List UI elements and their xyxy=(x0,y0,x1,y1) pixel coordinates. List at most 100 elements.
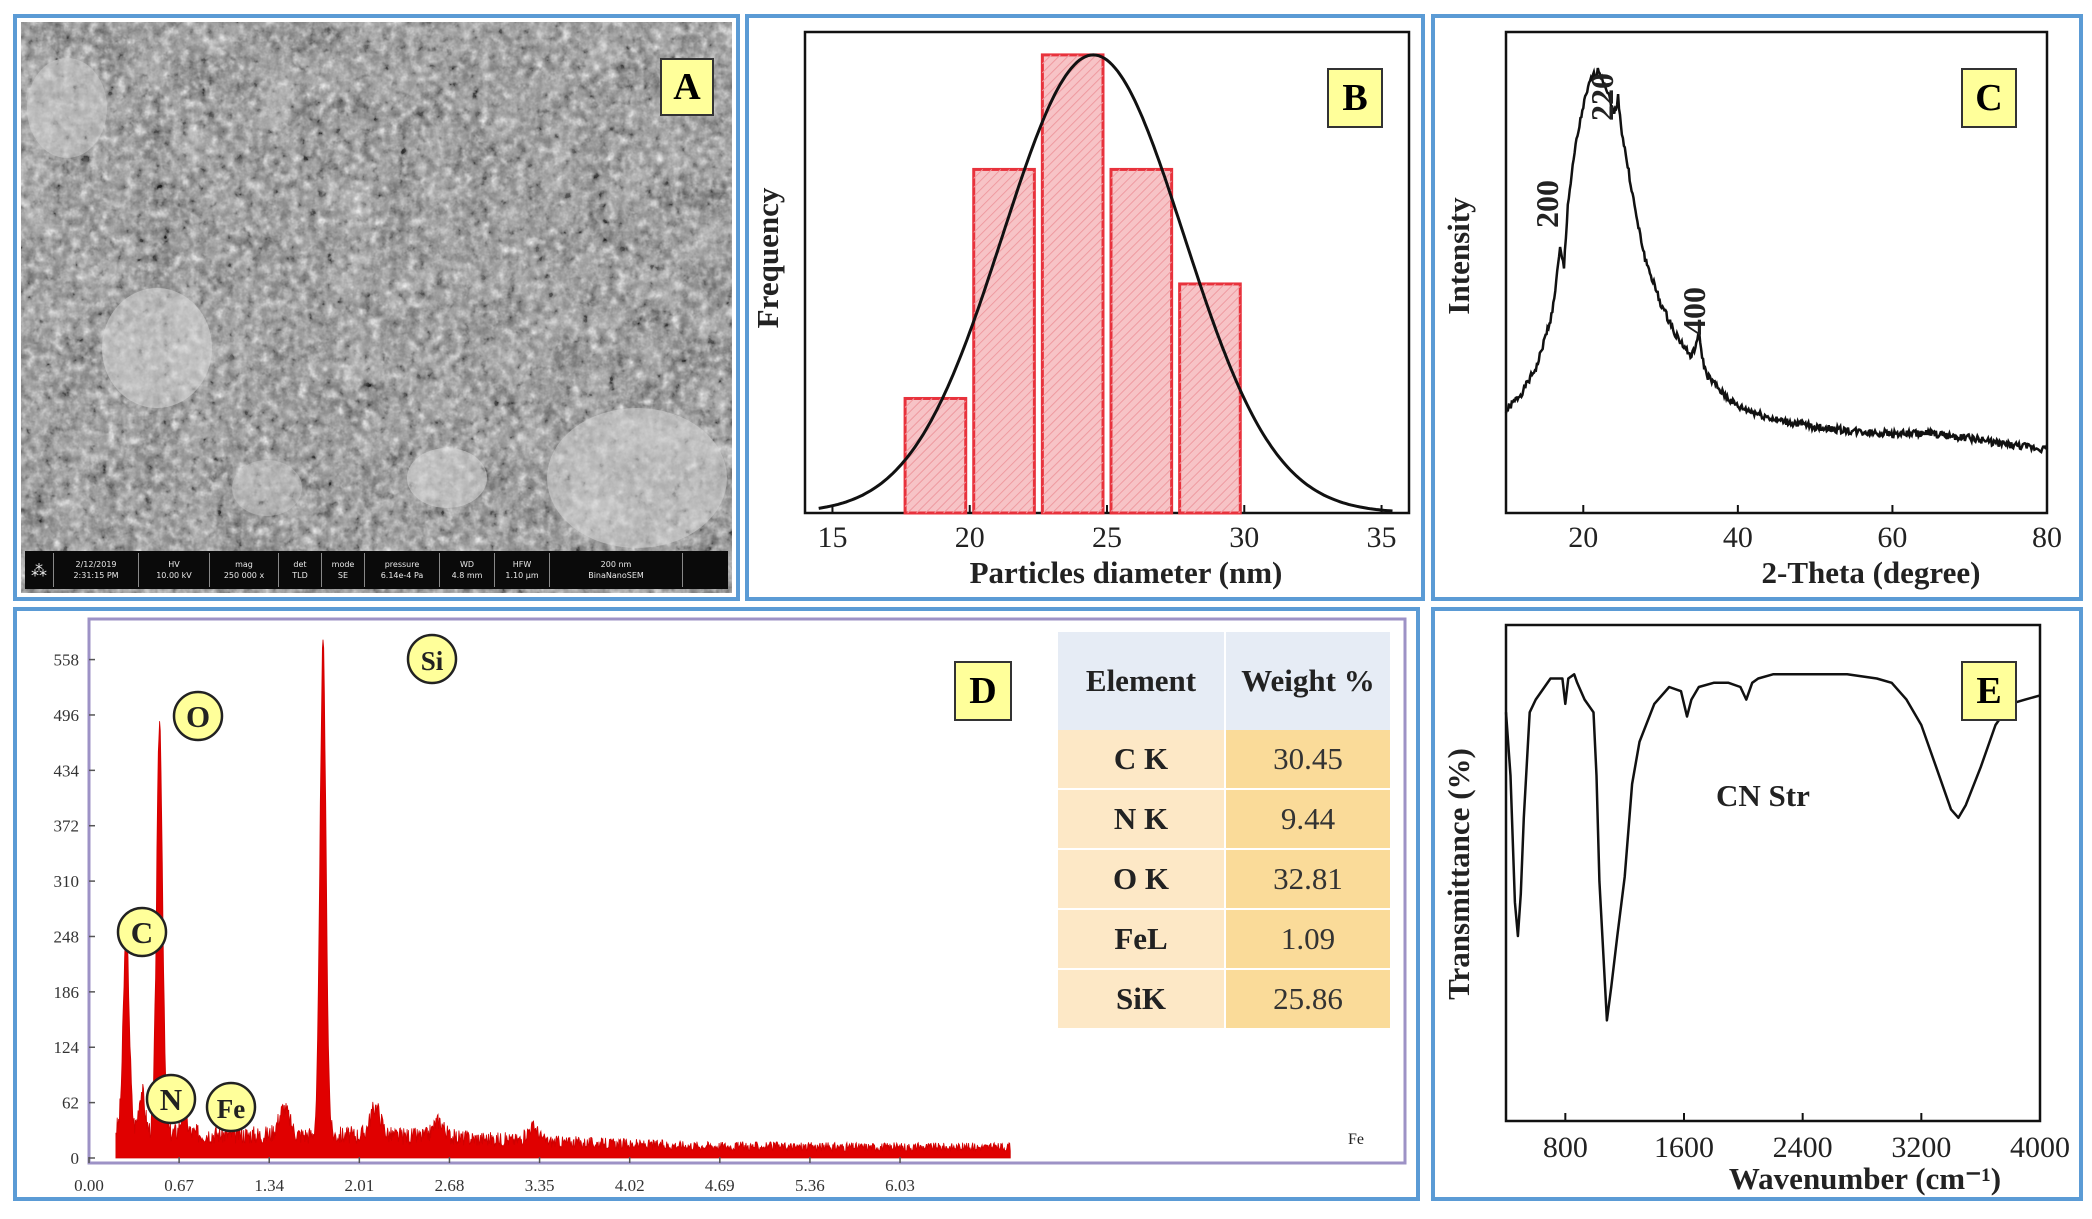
histogram-hatch xyxy=(1042,101,1104,164)
histogram-hatch xyxy=(1042,308,1104,371)
histogram-hatch xyxy=(1179,312,1241,375)
histogram-hatch xyxy=(1110,360,1172,422)
histogram-hatch xyxy=(973,189,1035,251)
ftir-spectrum-line xyxy=(1504,673,2041,1022)
panel-label-a: A xyxy=(660,58,714,116)
histogram-hatch xyxy=(904,400,967,462)
peak-label: O xyxy=(186,699,210,734)
eds-end-label: Fe xyxy=(1348,1131,1364,1148)
histogram-hatch xyxy=(1096,506,1104,514)
histogram-hatch xyxy=(1220,492,1241,514)
histogram-hatch xyxy=(1127,468,1172,514)
histogram-hatch xyxy=(1110,252,1172,314)
histogram-hatch xyxy=(1078,488,1104,514)
element-weight-table: Element Weight % C K 30.45 N K 9.44 O K 32.… xyxy=(1058,632,1390,1028)
histogram-hatch xyxy=(1110,169,1157,215)
xrd-chart: Intensity 2-Theta (degree) 20 40 60 80 200 22… xyxy=(1441,30,2062,590)
c-plot-frame xyxy=(1504,30,2049,515)
histogram-hatch xyxy=(1179,420,1241,483)
histogram-hatch xyxy=(973,333,1035,395)
histogram-hatch xyxy=(1179,393,1241,456)
histogram-hatch xyxy=(973,441,1035,503)
histogram-hatch xyxy=(1179,438,1241,501)
histogram-hatch xyxy=(904,398,951,444)
histogram-hatch xyxy=(1110,405,1172,467)
c-ylabel: Intensity xyxy=(1441,197,1476,315)
histogram-hatch xyxy=(973,207,1035,269)
histogram-hatch xyxy=(1110,234,1172,296)
histogram-hatch xyxy=(1238,510,1241,514)
sem-info-cell: pressure 6.14e-4 Pa xyxy=(365,553,440,587)
histogram-hatch xyxy=(1118,459,1172,514)
table-header-element: Element xyxy=(1058,632,1225,730)
sem-info-cell: WD 4.8 mm xyxy=(440,553,495,587)
eds-spectrum-area xyxy=(115,639,1011,1159)
histogram-hatch xyxy=(973,360,1035,422)
histogram-hatch xyxy=(1025,504,1035,514)
histogram-hatch xyxy=(1042,191,1104,254)
sem-info-top: pressure xyxy=(384,560,420,569)
histogram-hatch xyxy=(1042,290,1104,353)
d-x-tick-label: 6.03 xyxy=(885,1176,915,1195)
histogram-hatch xyxy=(1179,447,1241,510)
histogram-hatch xyxy=(1042,173,1104,236)
histogram-hatch xyxy=(1179,339,1241,402)
histogram-hatch xyxy=(1179,402,1241,465)
peak-label: 400 xyxy=(1676,287,1712,335)
histogram-hatch xyxy=(1179,283,1189,294)
histogram-hatch xyxy=(973,169,1020,215)
sem-info-cell: det TLD xyxy=(279,553,322,587)
histogram-hatch xyxy=(973,378,1035,440)
histogram-hatch xyxy=(973,270,1035,332)
c-x-tick-label: 20 xyxy=(1568,521,1598,554)
panel-label-b: B xyxy=(1327,68,1383,128)
histogram-hatch xyxy=(1110,378,1172,440)
histogram-hatch xyxy=(1042,380,1104,443)
histogram-hatch xyxy=(1042,92,1104,155)
sem-info-top: mode xyxy=(331,560,355,569)
histogram-hatch xyxy=(904,398,942,435)
histogram-hatch xyxy=(980,459,1035,514)
gaussian-fit-line xyxy=(818,53,1393,513)
histogram-hatch xyxy=(1042,54,1052,65)
histogram-hatch xyxy=(973,342,1035,404)
histogram-hatch xyxy=(1042,416,1104,479)
sem-info-top: HV xyxy=(168,560,180,569)
histogram-hatch xyxy=(1110,324,1172,386)
e-x-tick-label: 3200 xyxy=(1891,1131,1951,1164)
histogram-hatch xyxy=(1110,450,1172,512)
histogram-hatch xyxy=(1042,83,1104,146)
histogram-hatch xyxy=(1042,227,1104,290)
histogram-hatch xyxy=(1110,432,1172,494)
c-xlabel: 2-Theta (degree) xyxy=(1762,555,1981,590)
histogram-hatch xyxy=(1042,443,1104,506)
histogram-hatch xyxy=(1110,171,1172,233)
table-row: N K 9.44 xyxy=(1058,788,1390,849)
histogram-hatch xyxy=(1110,315,1172,377)
panel-d-eds: 0 62 124 186 248 310 372 434 496 558 0.00 0.67 1.34 2… xyxy=(13,607,1420,1201)
histogram-hatch xyxy=(1042,182,1104,245)
histogram-hatch xyxy=(1051,461,1104,514)
histogram-hatch xyxy=(973,180,1035,242)
d-y-tick-label: 248 xyxy=(54,927,80,946)
histogram-bar xyxy=(1178,282,1242,515)
histogram-hatch xyxy=(1042,155,1104,218)
histogram-hatch xyxy=(925,472,967,514)
histogram-hatch xyxy=(1110,169,1130,188)
peak-label: 220 xyxy=(1584,73,1620,121)
histogram-hatch xyxy=(1145,486,1172,514)
histogram-hatch xyxy=(1179,303,1241,366)
sem-info-bottom: 10.00 kV xyxy=(156,571,192,580)
histogram-hatch xyxy=(904,398,915,408)
histogram-hatch xyxy=(973,169,1002,197)
panel-label-c: C xyxy=(1961,68,2017,128)
histogram-chart: Frequency Particles diameter (nm) 15 20 25… xyxy=(750,30,1411,590)
sem-info-bottom: TLD xyxy=(292,571,308,580)
histogram-hatch xyxy=(1110,423,1172,485)
histogram-hatch xyxy=(1179,348,1241,411)
sem-info-top: mag xyxy=(235,560,253,569)
d-y-tick-label: 496 xyxy=(54,706,80,725)
histogram-hatch xyxy=(904,445,967,507)
histogram-hatch xyxy=(1184,456,1241,514)
histogram-hatch xyxy=(1042,146,1104,209)
